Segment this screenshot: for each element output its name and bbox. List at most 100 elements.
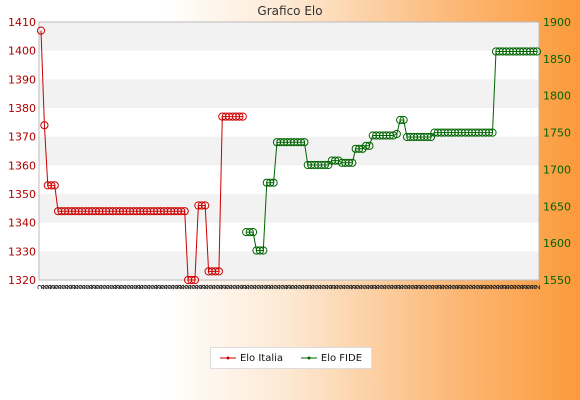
data-point xyxy=(320,160,329,170)
x-tick-label: 2 xyxy=(123,284,133,290)
x-tick-label: 2 xyxy=(413,284,423,290)
x-tick-label: 2 xyxy=(78,284,88,290)
data-point xyxy=(235,112,244,121)
legend-label-elo-italia: Elo Italia xyxy=(239,352,284,364)
y-right-tick-label: 1850 xyxy=(543,53,571,66)
x-tick-label: 2 xyxy=(75,284,85,290)
x-tick-label: 2 xyxy=(253,284,263,290)
y-left-tick-label: 1380 xyxy=(8,102,36,115)
data-point xyxy=(259,246,268,255)
x-tick-label: 2 xyxy=(324,284,334,290)
x-tick-label: 2 xyxy=(54,284,64,290)
x-tick-label: 2 xyxy=(468,284,478,290)
x-tick-label: 2 xyxy=(242,284,252,290)
x-tick-label: 2 xyxy=(266,284,276,290)
x-tick-label: 2 xyxy=(379,284,389,290)
x-tick-label: 2 xyxy=(393,284,403,290)
data-point xyxy=(399,115,408,125)
x-tick-label: 2 xyxy=(311,284,321,290)
data-point xyxy=(197,201,206,210)
x-tick-label: 2 xyxy=(208,284,218,290)
y-left-tick-label: 1340 xyxy=(8,217,36,230)
data-point xyxy=(40,121,49,130)
x-tick-label: 2 xyxy=(225,284,235,290)
x-tick-label: 2 xyxy=(136,284,146,290)
x-tick-label: 2 xyxy=(321,284,331,290)
x-tick-label: 2 xyxy=(471,284,481,290)
x-tick-label: 2 xyxy=(283,284,293,290)
x-tick-label: 2 xyxy=(44,284,54,290)
x-tick-label: 2 xyxy=(461,284,471,290)
x-tick-label: 2 xyxy=(40,284,50,290)
y-left-tick-label: 1320 xyxy=(8,274,36,287)
x-tick-label: 2 xyxy=(194,284,204,290)
x-tick-label: 2 xyxy=(99,284,109,290)
x-tick-label: 2 xyxy=(376,284,386,290)
x-tick-label: 2 xyxy=(273,284,283,290)
data-point xyxy=(187,275,196,285)
x-tick-label: 2 xyxy=(502,284,512,290)
x-tick-label: 2 xyxy=(167,284,177,290)
x-tick-label: 2 xyxy=(441,284,451,290)
plot-frame xyxy=(38,21,540,281)
x-tick-label: 2 xyxy=(222,284,232,290)
data-point xyxy=(255,246,264,255)
x-tick-label: 2 xyxy=(174,284,184,290)
data-point xyxy=(36,26,46,35)
x-tick-label: 2 xyxy=(365,284,375,290)
data-point xyxy=(50,181,59,190)
x-tick-label: 2 xyxy=(348,284,358,290)
x-tick-label: 2 xyxy=(85,284,95,290)
data-point xyxy=(266,178,275,187)
x-tick-label: 2 xyxy=(47,284,57,290)
data-point xyxy=(300,138,309,147)
y-left-tick-label: 1390 xyxy=(8,73,36,86)
x-tick-label: 2 xyxy=(389,284,399,290)
y-right-tick-label: 1700 xyxy=(543,163,571,176)
legend-swatch-elo-italia-icon xyxy=(219,356,236,360)
x-tick-label: 2 xyxy=(160,284,170,290)
data-point xyxy=(249,228,258,237)
x-tick-label: 2 xyxy=(232,284,242,290)
x-tick-label: 2 xyxy=(403,284,413,290)
x-tick-label: 2 xyxy=(246,284,256,290)
data-point xyxy=(485,128,494,137)
x-tick-label: 2 xyxy=(318,284,328,290)
x-tick-label: 2 xyxy=(170,284,180,290)
data-point xyxy=(396,115,405,125)
y-right-tick-label: 1900 xyxy=(543,16,571,29)
data-point xyxy=(180,207,189,216)
x-tick-labels: 2222222222222222222222222222222222222222… xyxy=(37,284,543,290)
x-tick-label: 2 xyxy=(270,284,280,290)
legend-item-elo-fide: Elo FIDE xyxy=(300,353,362,364)
x-tick-label: 2 xyxy=(454,284,464,290)
x-tick-label: 2 xyxy=(119,284,129,290)
x-tick-label: 2 xyxy=(37,284,47,290)
x-tick-label: 2 xyxy=(239,284,249,290)
axes: 1320 1330 1340 1350 1360 1370 1380 1390 1400 1410… xyxy=(8,16,571,287)
grid-band xyxy=(39,251,539,280)
x-tick-label: 2 xyxy=(430,284,440,290)
x-tick-label: 2 xyxy=(331,284,341,290)
x-tick-label: 2 xyxy=(444,284,454,290)
grid-band xyxy=(39,22,539,51)
data-point xyxy=(269,178,278,187)
x-tick-label: 2 xyxy=(263,284,273,290)
grid-bands xyxy=(39,22,539,280)
x-tick-label: 2 xyxy=(235,284,245,290)
x-tick-label: 2 xyxy=(519,284,529,290)
legend-item-elo-italia: Elo Italia xyxy=(219,352,284,364)
data-point xyxy=(47,181,56,190)
x-tick-label: 2 xyxy=(345,284,355,290)
x-tick-label: 2 xyxy=(256,284,266,290)
x-tick-label: 2 xyxy=(297,284,307,290)
x-tick-label: 2 xyxy=(147,284,157,290)
x-tick-label: 2 xyxy=(177,284,187,290)
x-tick-label: 2 xyxy=(61,284,71,290)
x-tick-label: 2 xyxy=(300,284,310,290)
data-point xyxy=(201,201,210,210)
x-tick-label: 2 xyxy=(215,284,225,290)
x-tick-label: 2 xyxy=(64,284,74,290)
x-tick-label: 2 xyxy=(51,284,61,290)
